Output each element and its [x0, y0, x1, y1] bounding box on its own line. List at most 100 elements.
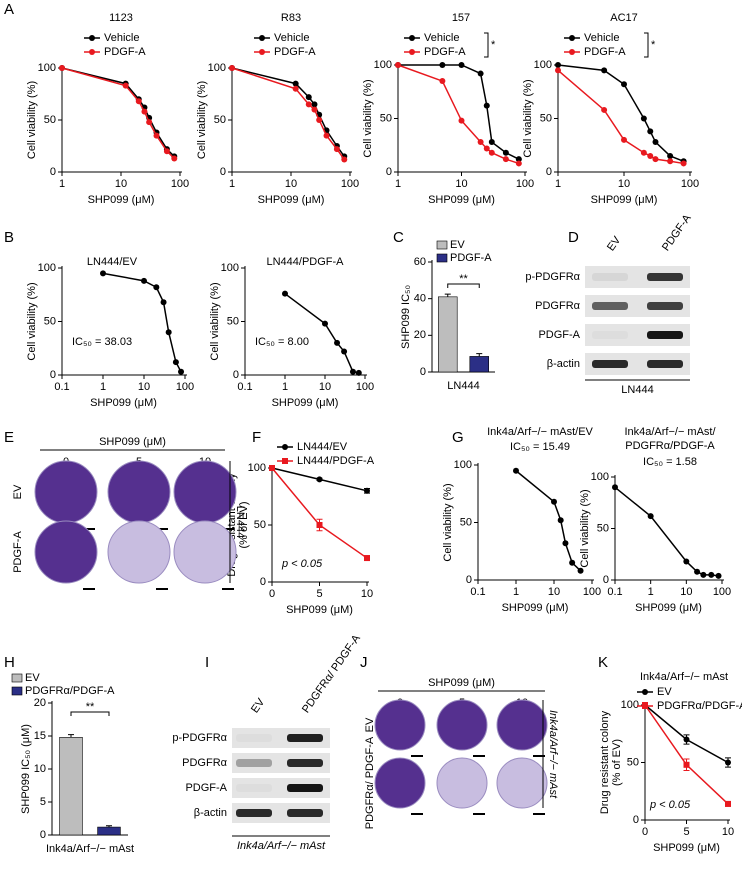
- marker: [555, 67, 561, 74]
- bar: [437, 296, 458, 373]
- x-tick-label: 0.1: [470, 586, 485, 598]
- error-bar: [106, 825, 112, 828]
- marker: [165, 329, 172, 336]
- blot-strip: [232, 753, 330, 773]
- legend-label: EV: [25, 672, 40, 684]
- marker: [700, 571, 707, 578]
- legend-label: EV: [657, 686, 672, 698]
- legend-marker: [642, 703, 648, 709]
- colony-row-label: PDGF-A: [12, 531, 24, 573]
- x-axis-label: SHP099 (μM): [653, 842, 720, 854]
- x-tick-label: 0: [269, 588, 275, 600]
- chart-title: LN444/EV: [87, 256, 138, 268]
- y-tick-label: 60: [414, 256, 426, 268]
- blot-row-label: p-PDGFRα: [525, 271, 580, 283]
- marker: [502, 149, 509, 156]
- colony-well: [374, 757, 426, 809]
- y-tick-label: 50: [254, 519, 266, 531]
- y-tick-label: 50: [460, 516, 472, 528]
- marker: [612, 484, 618, 491]
- marker: [141, 277, 147, 284]
- marker: [725, 759, 731, 766]
- colony-header: SHP099 (μM): [428, 677, 495, 689]
- x-tick-label: 5: [316, 588, 322, 600]
- marker: [311, 101, 318, 108]
- y-tick-label: 40: [414, 293, 426, 305]
- marker: [477, 139, 484, 146]
- colony-well: [374, 699, 426, 751]
- series-line: [557, 64, 684, 162]
- y-tick-label: 50: [540, 112, 552, 124]
- marker: [621, 81, 627, 88]
- annotation: p < 0.05: [649, 799, 691, 811]
- x-axis-label: SHP099 (μM): [258, 194, 325, 206]
- x-tick-label: 1: [648, 586, 654, 598]
- marker: [269, 465, 275, 471]
- y-axis-label: Cell viability (%): [26, 81, 38, 159]
- marker: [694, 568, 701, 575]
- y-tick-label: 50: [380, 112, 392, 124]
- x-tick-label: 1: [555, 178, 561, 190]
- blot-band: [592, 273, 628, 281]
- legend-swatch: [11, 686, 23, 696]
- y-tick-label: 0: [633, 814, 639, 826]
- x-tick-label: 0.1: [237, 381, 252, 393]
- marker: [458, 117, 465, 124]
- legend-marker: [569, 49, 575, 55]
- series-line: [644, 704, 729, 764]
- colony-side-label: LN444: [234, 506, 246, 538]
- y-tick-label: 20: [414, 329, 426, 341]
- x-axis-label: SHP099 (μM): [90, 397, 157, 409]
- y-axis-label: Cell viability (%): [442, 483, 454, 561]
- panel-label: K: [598, 654, 608, 671]
- colony-side-label: Ink4a/Arf−/− mAst: [547, 710, 559, 799]
- x-tick-label: LN444: [447, 380, 479, 392]
- marker: [316, 117, 323, 123]
- y-tick-label: 0: [50, 166, 56, 178]
- marker: [513, 467, 519, 474]
- marker: [647, 128, 654, 135]
- x-tick-label: 0.1: [54, 381, 69, 393]
- y-axis-label: Cell viability (%): [522, 79, 534, 157]
- x-tick-label: 10: [361, 588, 373, 600]
- y-axis-label: SHP099 IC₅₀ (μM): [20, 724, 32, 814]
- marker: [282, 290, 288, 297]
- blot-column-label: EV: [249, 696, 268, 715]
- x-tick-label: 10: [722, 826, 734, 838]
- series-line: [614, 486, 719, 577]
- y-tick-label: 50: [44, 114, 56, 126]
- legend-marker: [409, 49, 415, 55]
- marker: [652, 139, 659, 146]
- panel-label: A: [4, 1, 14, 18]
- blot-row-label: PDGF-A: [538, 329, 580, 341]
- legend-label: PDGF-A: [424, 46, 466, 58]
- blot-row-label: β-actin: [547, 358, 580, 370]
- y-tick-label: 100: [591, 471, 609, 483]
- y-tick-label: 15: [34, 730, 46, 742]
- y-tick-label: 100: [38, 262, 56, 274]
- y-tick-label: 0: [40, 829, 46, 841]
- y-tick-label: 0: [546, 166, 552, 178]
- marker: [439, 62, 446, 68]
- marker: [458, 62, 465, 68]
- blot-strip: [585, 324, 690, 346]
- error-bar: [68, 734, 74, 738]
- annotation: IC₅₀ = 8.00: [255, 336, 309, 348]
- error-bar: [476, 353, 483, 357]
- legend-label: Vehicle: [584, 32, 619, 44]
- y-tick-label: 5: [40, 796, 46, 808]
- legend-marker: [89, 35, 95, 41]
- y-axis-label: Cell viability (%): [196, 81, 208, 159]
- series-line: [284, 293, 359, 374]
- legend-marker: [259, 49, 265, 55]
- blot-column-label: PDGF-A: [660, 212, 694, 253]
- legend-label: PDGF-A: [274, 46, 316, 58]
- blot-band: [647, 273, 683, 281]
- y-axis-label: (% of EV): [238, 501, 250, 548]
- y-tick-label: 10: [34, 763, 46, 775]
- x-tick-label: 0.1: [607, 586, 622, 598]
- x-tick-label: 100: [713, 586, 731, 598]
- marker: [229, 65, 235, 71]
- marker: [59, 65, 65, 71]
- chart-title: 157: [452, 12, 470, 24]
